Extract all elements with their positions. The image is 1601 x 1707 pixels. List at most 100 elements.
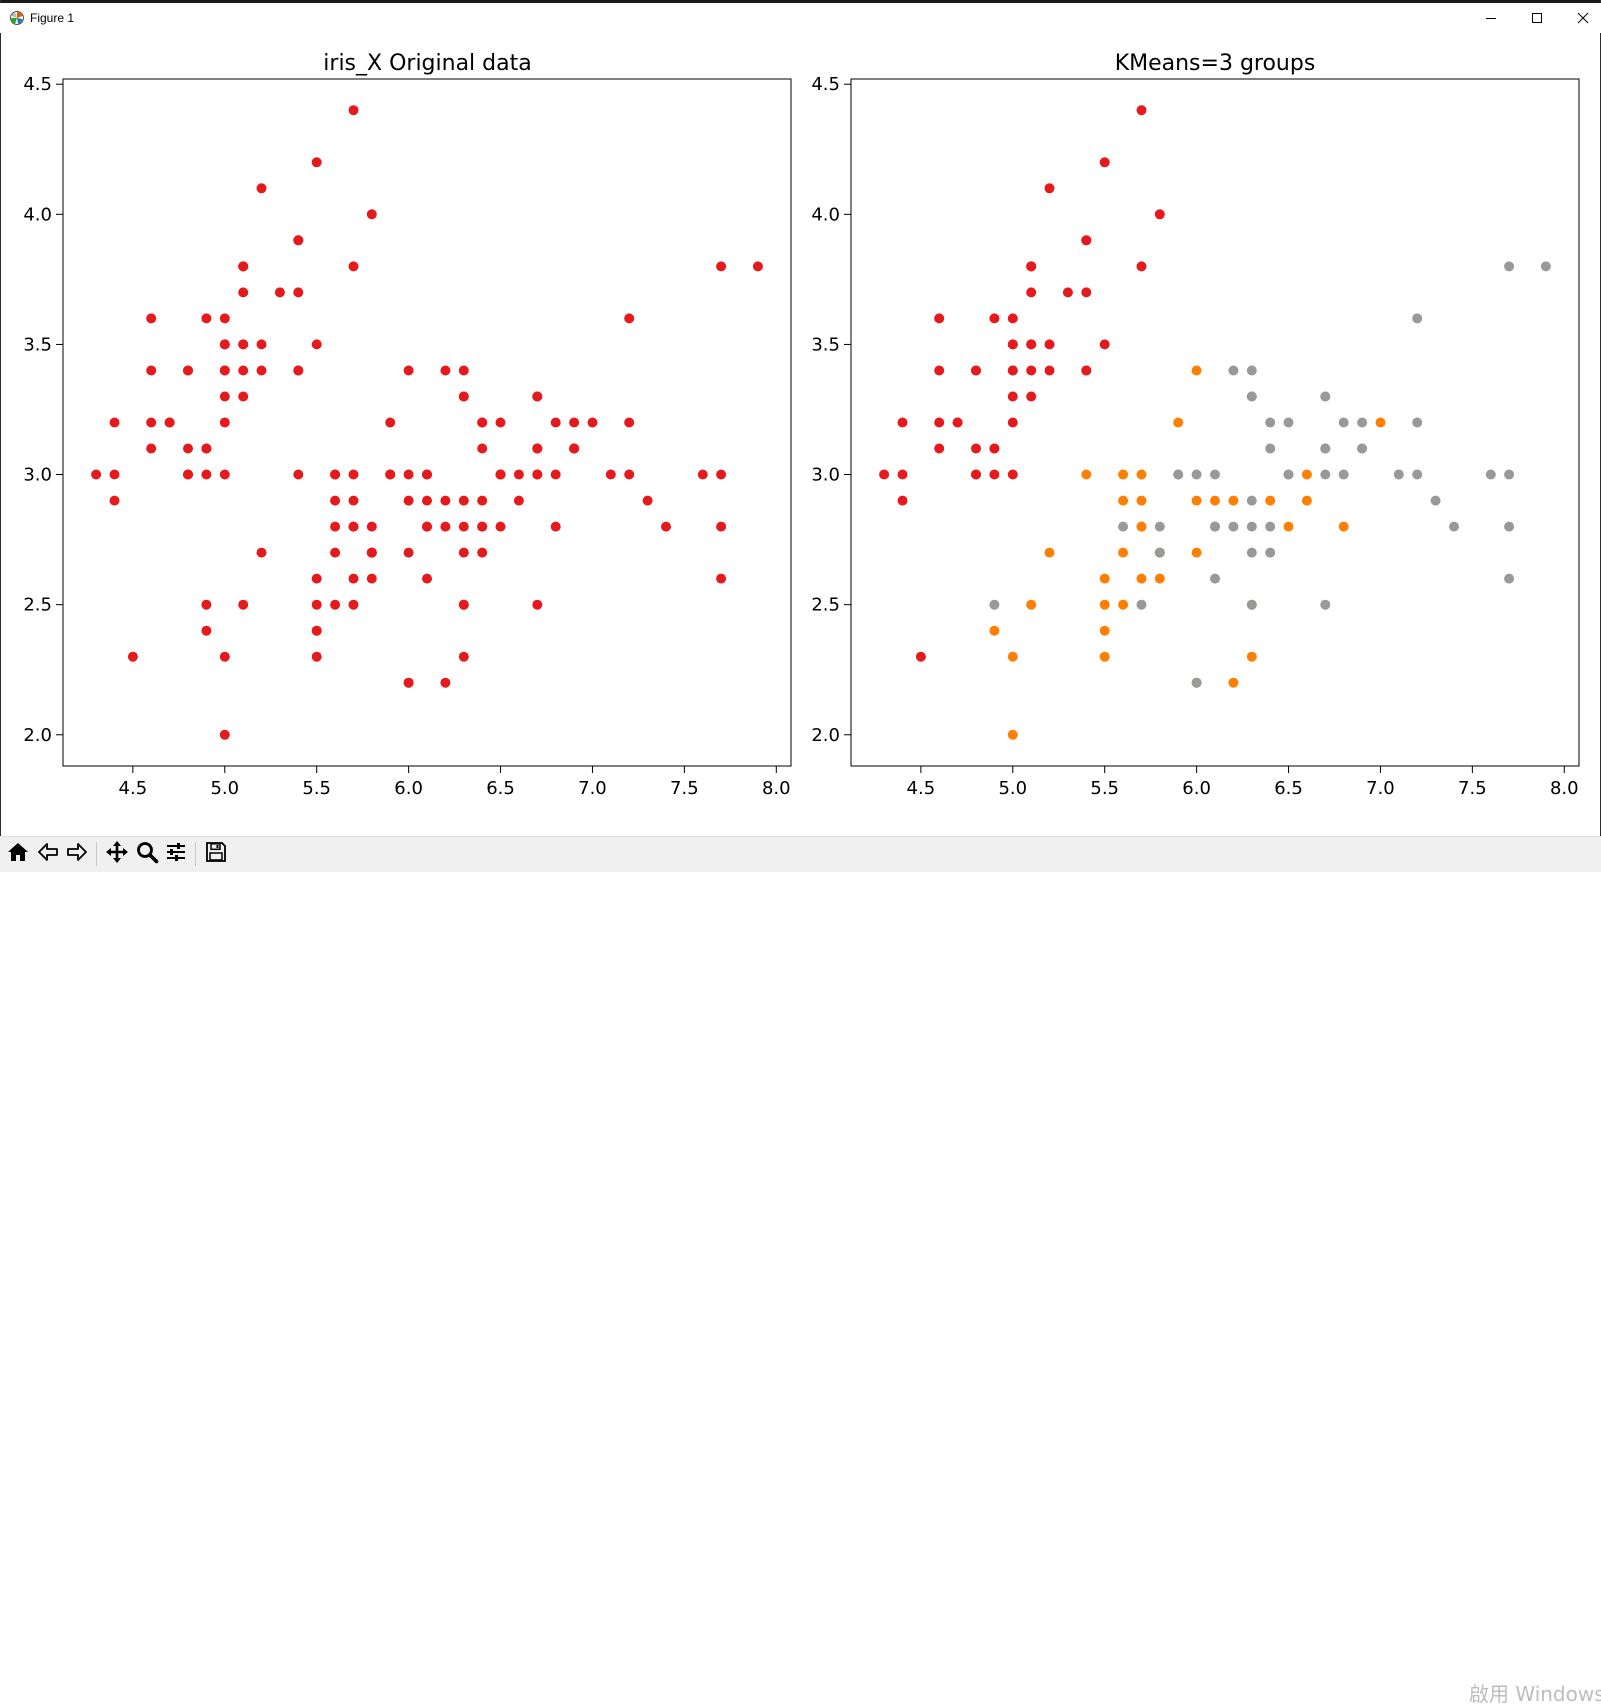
data-point [716, 521, 727, 532]
data-point [311, 339, 322, 350]
data-point [952, 417, 963, 428]
x-tick-label: 7.5 [670, 778, 699, 799]
data-point [1191, 495, 1202, 506]
data-point [458, 521, 469, 532]
arrow-left-icon [36, 840, 60, 868]
home-button[interactable] [4, 840, 32, 868]
data-point [1026, 391, 1037, 402]
data-point [1099, 573, 1110, 584]
data-point [1118, 495, 1129, 506]
data-point [1246, 495, 1257, 506]
back-button[interactable] [34, 840, 62, 868]
y-tick-label: 2.0 [23, 725, 52, 746]
title-bar[interactable]: Figure 1 [0, 3, 1601, 33]
data-point [1154, 521, 1165, 532]
data-point [458, 495, 469, 506]
data-point [477, 547, 488, 558]
x-axis-ticks: 4.5 5.0 5.5 6.0 6.5 7.0 7.5 8.0 [119, 766, 791, 799]
data-point [385, 469, 396, 480]
data-point [1191, 547, 1202, 558]
data-point [238, 599, 249, 610]
data-point [1099, 157, 1110, 168]
data-point [495, 469, 506, 480]
data-point [1136, 599, 1147, 610]
data-point [1136, 495, 1147, 506]
y-tick-label: 3.0 [23, 465, 52, 486]
data-point [1154, 547, 1165, 558]
data-point [403, 495, 414, 506]
close-button[interactable] [1560, 3, 1601, 33]
data-point [1099, 651, 1110, 662]
maximize-button[interactable] [1514, 3, 1560, 33]
data-point [201, 313, 212, 324]
data-point [1007, 365, 1018, 376]
data-point [219, 729, 230, 740]
data-point [219, 417, 230, 428]
data-point [569, 417, 580, 428]
data-point [1136, 105, 1147, 116]
window-border-left [0, 0, 1, 871]
pan-button[interactable] [103, 840, 131, 868]
data-point [550, 521, 561, 532]
data-point [1210, 521, 1220, 532]
data-point [1007, 417, 1018, 428]
data-point [550, 469, 561, 480]
save-button[interactable] [202, 840, 230, 868]
data-point [311, 157, 322, 168]
data-point [605, 469, 616, 480]
minimize-icon [1485, 9, 1497, 28]
data-point [1283, 521, 1294, 532]
data-point [1136, 469, 1147, 480]
data-point [1007, 313, 1018, 324]
data-point [1026, 599, 1037, 610]
data-point [624, 313, 635, 324]
data-point [219, 313, 230, 324]
x-tick-label: 5.0 [998, 778, 1027, 799]
data-point [1265, 521, 1276, 532]
y-tick-label: 2.5 [811, 595, 840, 616]
zoom-button[interactable] [133, 840, 161, 868]
window-title: Figure 1 [30, 11, 75, 25]
data-point [366, 547, 377, 558]
data-point [293, 235, 304, 246]
subplot-title: KMeans=3 groups [1115, 51, 1316, 76]
data-point [915, 651, 926, 662]
data-point [348, 599, 359, 610]
configure-subplots-button[interactable] [162, 840, 190, 868]
data-point [477, 521, 488, 532]
data-point [532, 469, 543, 480]
data-point [458, 391, 469, 402]
data-point [1099, 599, 1110, 610]
x-tick-label: 4.5 [907, 778, 936, 799]
x-tick-label: 8.0 [762, 778, 791, 799]
data-point [624, 469, 635, 480]
x-tick-label: 7.0 [578, 778, 607, 799]
subplot-title: iris_X Original data [323, 51, 531, 76]
data-point [1026, 365, 1037, 376]
data-point [1338, 417, 1349, 428]
data-point [1118, 547, 1129, 558]
data-point [403, 469, 414, 480]
data-point [293, 365, 304, 376]
minimize-button[interactable] [1468, 3, 1514, 33]
y-tick-label: 2.0 [811, 725, 840, 746]
figure-canvas[interactable]: iris_X Original data 4.5 5.0 5.5 6.0 6.5 7.0 7… [0, 33, 1601, 836]
data-point [989, 599, 1000, 610]
y-tick-label: 3.5 [811, 334, 840, 355]
right-subplot: KMeans=3 groups 4.5 5.0 5.5 6.0 6.5 7.0 7.5 8.0… [811, 51, 1580, 799]
data-point [330, 521, 341, 532]
axes-frame [850, 78, 1580, 767]
data-point [1081, 287, 1092, 298]
data-point [934, 365, 945, 376]
data-point [1320, 599, 1331, 610]
x-tick-label: 7.5 [1458, 778, 1487, 799]
forward-button[interactable] [63, 840, 91, 868]
data-point [385, 417, 396, 428]
y-axis-ticks: 2.0 2.5 3.0 3.5 4.0 4.5 [811, 74, 851, 746]
data-point [1210, 495, 1220, 506]
data-point [458, 651, 469, 662]
data-point [495, 417, 506, 428]
data-point [1136, 573, 1147, 584]
data-point [661, 521, 671, 532]
